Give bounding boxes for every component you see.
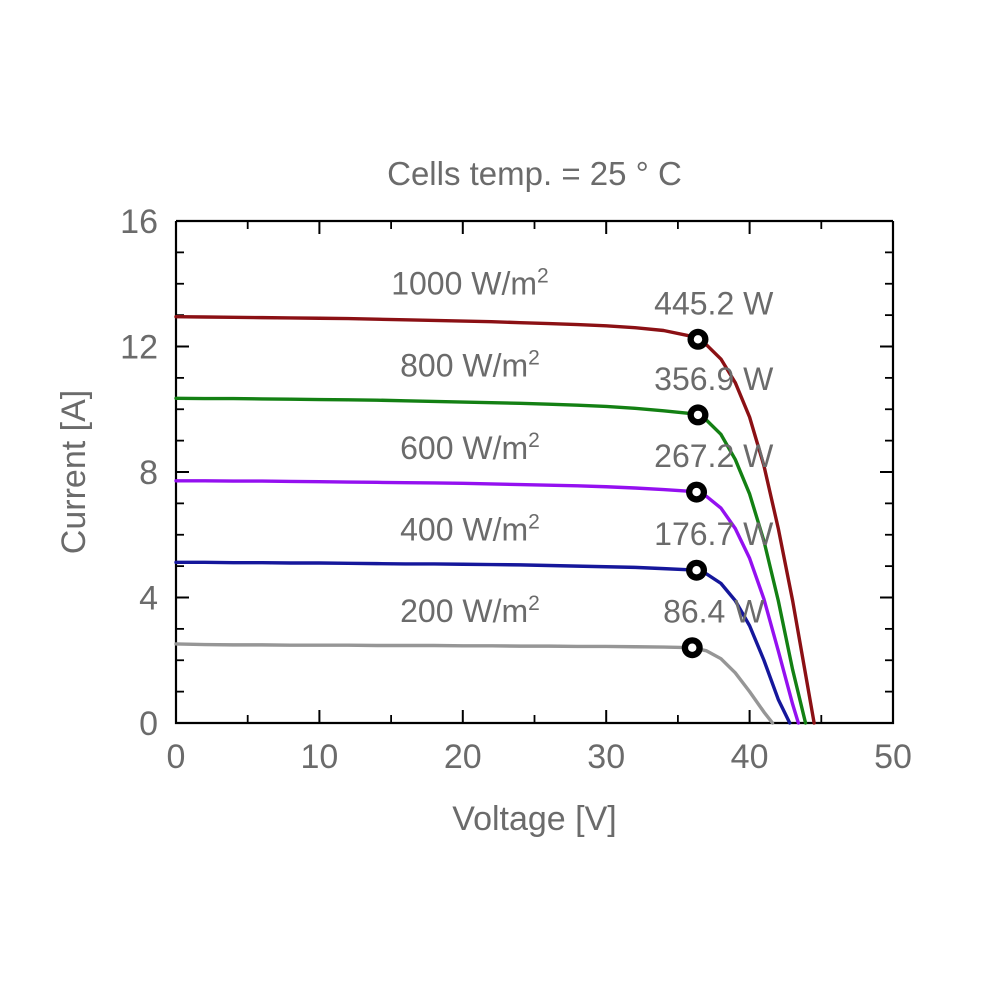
y-tick-label: 0 — [139, 705, 158, 743]
x-tick-label: 10 — [300, 738, 338, 776]
series-irradiance-exponent: 2 — [528, 429, 540, 452]
series-curves-group — [174, 314, 816, 725]
x-tick-label: 30 — [587, 738, 625, 776]
mpp-marker-center — [693, 410, 703, 420]
series-power-label: 445.2 W — [654, 285, 774, 321]
series-irradiance-label: 600 W/m2 — [400, 429, 540, 466]
y-tick-label: 12 — [120, 329, 158, 367]
chart-text-group: 0 10 20 30 40 50 0 4 8 12 16 Voltage [V] Current [A]… — [55, 155, 912, 838]
x-tick-label: 50 — [874, 738, 912, 776]
x-tick-label: 40 — [731, 738, 769, 776]
axis-frame-group — [174, 219, 895, 725]
plot-frame — [174, 221, 895, 725]
chart-title: Cells temp. = 25 ° C — [387, 155, 682, 192]
series-irradiance-label: 800 W/m2 — [400, 346, 540, 383]
series-curve — [174, 642, 775, 725]
series-power-label: 86.4 W — [663, 594, 765, 630]
series-curve — [174, 560, 792, 725]
series-irradiance-label: 400 W/m2 — [400, 510, 540, 547]
mpp-marker-center — [692, 487, 701, 497]
x-tick-label: 20 — [444, 738, 482, 776]
series-irradiance-label: 200 W/m2 — [400, 592, 540, 629]
series-power-label: 267.2 W — [654, 438, 774, 474]
x-tick-label: 0 — [167, 738, 186, 776]
mpp-markers-group — [681, 328, 709, 659]
y-axis-title: Current [A] — [55, 390, 93, 554]
y-tick-label: 16 — [120, 203, 158, 241]
series-power-label: 356.9 W — [654, 361, 774, 397]
y-tick-label: 8 — [139, 454, 158, 492]
y-tick-label: 4 — [139, 580, 158, 618]
series-irradiance-exponent: 2 — [528, 510, 540, 533]
x-axis-title: Voltage [V] — [452, 800, 616, 838]
series-irradiance-exponent: 2 — [528, 592, 540, 615]
series-power-label: 176.7 W — [654, 516, 774, 552]
mpp-marker-center — [688, 643, 697, 652]
series-curve — [174, 479, 801, 725]
mpp-marker-center — [692, 566, 701, 575]
mpp-marker-center — [693, 335, 703, 344]
series-irradiance-exponent: 2 — [528, 346, 540, 369]
series-curve — [174, 396, 808, 725]
series-irradiance-exponent: 2 — [537, 265, 549, 288]
series-curve — [174, 314, 816, 725]
series-irradiance-label: 1000 W/m2 — [391, 265, 549, 302]
